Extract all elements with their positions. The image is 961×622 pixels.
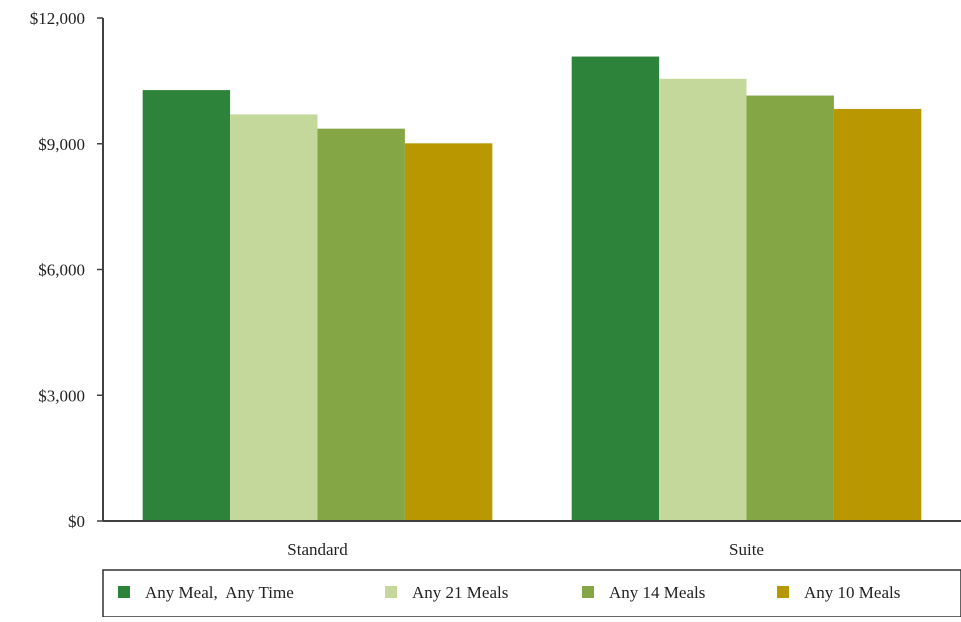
bar: [142, 90, 231, 521]
y-tick-label: $9,000: [38, 135, 85, 154]
y-tick-label: $0: [68, 512, 85, 531]
bar: [317, 128, 405, 521]
legend-label: Any Meal, Any Time: [145, 583, 294, 602]
legend-label: Any 10 Meals: [804, 583, 900, 602]
bar: [746, 95, 834, 521]
bar: [659, 78, 747, 521]
legend-swatch: [582, 586, 594, 598]
bar: [404, 143, 493, 522]
bar: [571, 56, 660, 522]
legend-label: Any 14 Meals: [609, 583, 705, 602]
y-tick-label: $6,000: [38, 261, 85, 280]
y-tick-label: $3,000: [38, 386, 85, 405]
y-axis-ticks: $0 $3,000 $6,000 $9,000 $12,000: [30, 9, 103, 531]
x-axis-category-labels: Standard Suite: [287, 540, 764, 559]
legend-swatch: [385, 586, 397, 598]
bar-series-group: [142, 56, 922, 522]
bar: [230, 114, 318, 522]
legend: Any Meal, Any Time Any 21 Meals Any 14 Mea…: [102, 569, 961, 618]
y-tick-label: $12,000: [30, 9, 85, 28]
legend-swatch: [118, 586, 130, 598]
legend-label: Any 21 Meals: [412, 583, 508, 602]
x-category-label: Suite: [729, 540, 764, 559]
bar: [833, 108, 922, 521]
x-category-label: Standard: [287, 540, 348, 559]
legend-swatch: [777, 586, 789, 598]
